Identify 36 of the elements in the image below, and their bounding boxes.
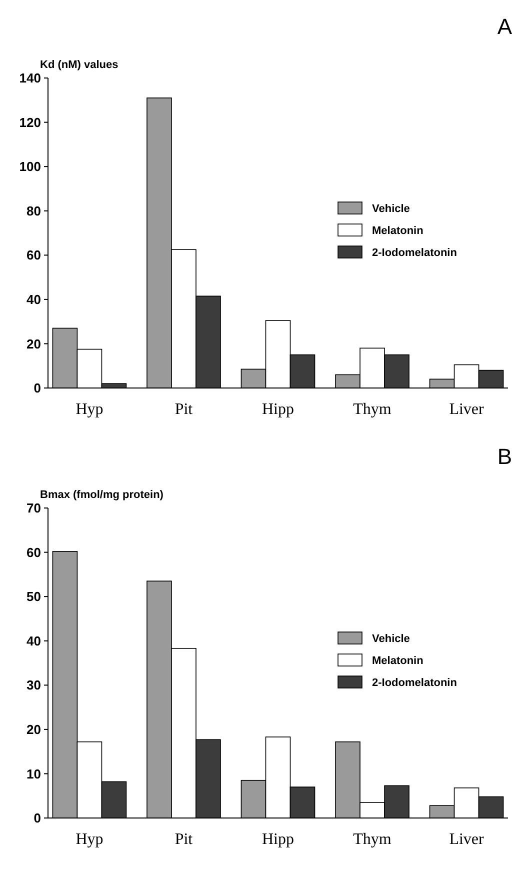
- x-tick-label: Pit: [174, 401, 194, 418]
- x-tick-label: Hyp: [76, 831, 104, 848]
- x-tick-label: Hyp: [76, 401, 104, 418]
- x-tick-label: Hipp: [262, 831, 294, 848]
- y-tick-label: 20: [26, 722, 41, 737]
- x-tick-label: Thym: [353, 831, 392, 848]
- chart-title: A: [497, 14, 512, 39]
- y-tick-label: 60: [26, 248, 41, 263]
- y-tick-label: 80: [26, 203, 41, 218]
- y-tick-label: 120: [19, 114, 41, 130]
- legend-label: Melatonin: [372, 224, 424, 237]
- y-tick-label: 0: [34, 810, 41, 826]
- legend-label: 2-Iodomelatonin: [372, 246, 458, 259]
- y-tick-label: 140: [19, 70, 41, 86]
- y-tick-label: 40: [26, 292, 41, 307]
- y-axis-title: Kd (nM) values: [40, 59, 118, 71]
- x-tick-label: Pit: [174, 831, 194, 848]
- x-tick-label: Thym: [353, 401, 392, 418]
- y-tick-label: 10: [26, 766, 41, 782]
- legend-label: Vehicle: [372, 632, 410, 645]
- y-tick-label: 70: [26, 500, 41, 516]
- y-axis-title: Bmax (fmol/mg protein): [40, 489, 164, 501]
- chart-title: B: [497, 444, 512, 469]
- y-tick-label: 0: [34, 380, 41, 396]
- y-tick-label: 50: [26, 589, 41, 604]
- y-tick-label: 100: [19, 159, 41, 174]
- x-tick-label: Hipp: [262, 401, 294, 418]
- y-tick-label: 30: [26, 678, 41, 693]
- y-tick-label: 60: [26, 544, 41, 560]
- x-tick-label: Liver: [449, 401, 485, 418]
- y-tick-label: 40: [26, 633, 41, 648]
- legend-label: Melatonin: [372, 654, 424, 667]
- legend-label: Vehicle: [372, 202, 410, 215]
- y-tick-label: 20: [26, 336, 41, 352]
- x-tick-label: Liver: [449, 831, 485, 848]
- legend-label: 2-Iodomelatonin: [372, 676, 458, 689]
